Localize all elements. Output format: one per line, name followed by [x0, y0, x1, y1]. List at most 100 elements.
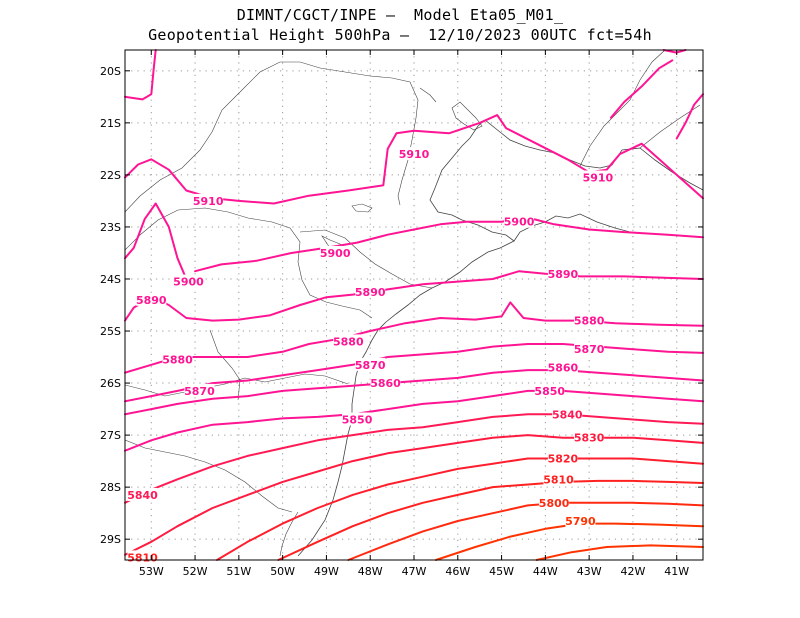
contour-5900 [124, 202, 188, 280]
y-tick-label: 29S [100, 533, 121, 546]
contour-label: 5860 [370, 377, 401, 390]
y-tick-label: 21S [100, 117, 121, 130]
contour-label-bg [162, 352, 193, 366]
contour-label-bg [543, 472, 574, 486]
contour-label: 5790 [565, 515, 596, 528]
contour-label-bg [534, 383, 565, 397]
contour-label-bg [552, 407, 583, 421]
contour-label-bg [127, 487, 158, 501]
contour-label: 5880 [162, 354, 193, 367]
contour-label-bg [547, 266, 578, 280]
contour-5880 [124, 301, 704, 374]
contour-5860 [124, 369, 704, 416]
contour-label-bg [504, 214, 535, 228]
x-tick-label: 48W [358, 565, 383, 578]
contour-label: 5840 [552, 408, 583, 421]
chart-title-line2: Geopotential Height 500hPa – 12/10/2023 … [148, 26, 652, 44]
contour-label-bg [342, 412, 373, 426]
contour-label-bg [173, 274, 204, 288]
chart-title-line1: DIMNT/CGCT/INPE – Model Eta05_M01_ [236, 6, 564, 24]
contour-label-bg [333, 334, 364, 348]
y-tick-label: 28S [100, 481, 121, 494]
contour-label-bg [574, 313, 605, 327]
contour-label: 5810 [127, 551, 158, 564]
tick-layer: 53W 52W 51W 50W 49W 48W 47W 46W 45W 44W 43W 42W 41W 2… [100, 50, 703, 578]
state-border-9 [419, 87, 437, 103]
contour-label: 5820 [548, 453, 579, 466]
x-tick-label: 49W [314, 565, 339, 578]
contour-label: 5910 [583, 172, 614, 185]
contour-label: 5880 [574, 315, 605, 328]
contour-5810 [277, 479, 704, 561]
state-border-6 [209, 329, 241, 401]
contour-label: 5880 [333, 335, 364, 348]
contour-label-bg [565, 513, 596, 527]
contour-label: 5850 [342, 413, 373, 426]
state-border-1 [124, 207, 373, 319]
contour-5840 [124, 413, 704, 504]
contour-label: 5900 [504, 216, 535, 229]
contour-label: 5890 [136, 294, 167, 307]
contour-label-bg [355, 284, 386, 298]
contour-label-bg [574, 342, 605, 356]
contour-label: 5850 [534, 385, 565, 398]
y-tick-label: 26S [100, 377, 121, 390]
x-tick-label: 47W [402, 565, 427, 578]
x-tick-label: 43W [577, 565, 602, 578]
x-tick-label: 46W [445, 565, 470, 578]
contour-label: 5830 [574, 432, 605, 445]
contour-5910 [124, 49, 157, 101]
state-border-3 [299, 229, 433, 289]
lake-1 [451, 101, 483, 131]
x-tick-label: 44W [533, 565, 558, 578]
contour-label-bg [547, 451, 578, 465]
contour-label: 5810 [543, 473, 574, 486]
contour-5910 [610, 59, 674, 119]
y-tick-label: 25S [100, 325, 121, 338]
x-tick-label: 53W [139, 565, 164, 578]
x-tick-label: 51W [226, 565, 251, 578]
contour-label-bg [539, 495, 570, 509]
contour-5780 [535, 544, 704, 561]
contour-label: 5860 [548, 361, 579, 374]
contour-label: 5900 [320, 247, 351, 260]
x-tick-label: 52W [183, 565, 208, 578]
state-border-2 [124, 61, 419, 213]
contour-label-bg [370, 376, 401, 390]
x-tick-label: 50W [270, 565, 295, 578]
coastline [429, 119, 704, 242]
contour-5850 [124, 389, 704, 452]
contour-label-bg [582, 170, 613, 184]
contour-label-bg [399, 147, 429, 161]
state-border-4 [124, 373, 349, 397]
contour-label-bg [136, 292, 167, 306]
contour-label-layer: 5910 5910 5910 5900 5900 5900 5890 5890 5890 5880… [127, 147, 614, 564]
contour-5910 [124, 114, 704, 205]
x-tick-label: 42W [621, 565, 646, 578]
contour-label-bg [193, 193, 224, 207]
contour-label: 5870 [355, 359, 386, 372]
contour-label-bg [184, 383, 215, 397]
contour-5790 [434, 522, 704, 561]
contour-label: 5870 [184, 385, 215, 398]
contour-label-bg [320, 245, 351, 259]
contour-5900 [194, 216, 704, 273]
borders-layer [124, 49, 704, 557]
y-tick-label: 27S [100, 429, 121, 442]
contour-label-bg [574, 430, 605, 444]
lake-2 [351, 203, 373, 213]
contour-label: 5800 [539, 497, 570, 510]
y-tick-label: 24S [100, 273, 121, 286]
coastline-south [297, 240, 515, 557]
contour-5820 [216, 457, 704, 561]
state-border-7 [579, 49, 666, 167]
y-tick-label: 23S [100, 221, 121, 234]
contour-label-bg [355, 357, 386, 371]
contour-5910 [675, 93, 704, 140]
contour-label: 5890 [548, 268, 579, 281]
contour-5800 [347, 501, 704, 561]
contour-label: 5840 [127, 489, 158, 502]
contour-label: 5900 [173, 276, 204, 289]
contour-label: 5890 [355, 286, 386, 299]
